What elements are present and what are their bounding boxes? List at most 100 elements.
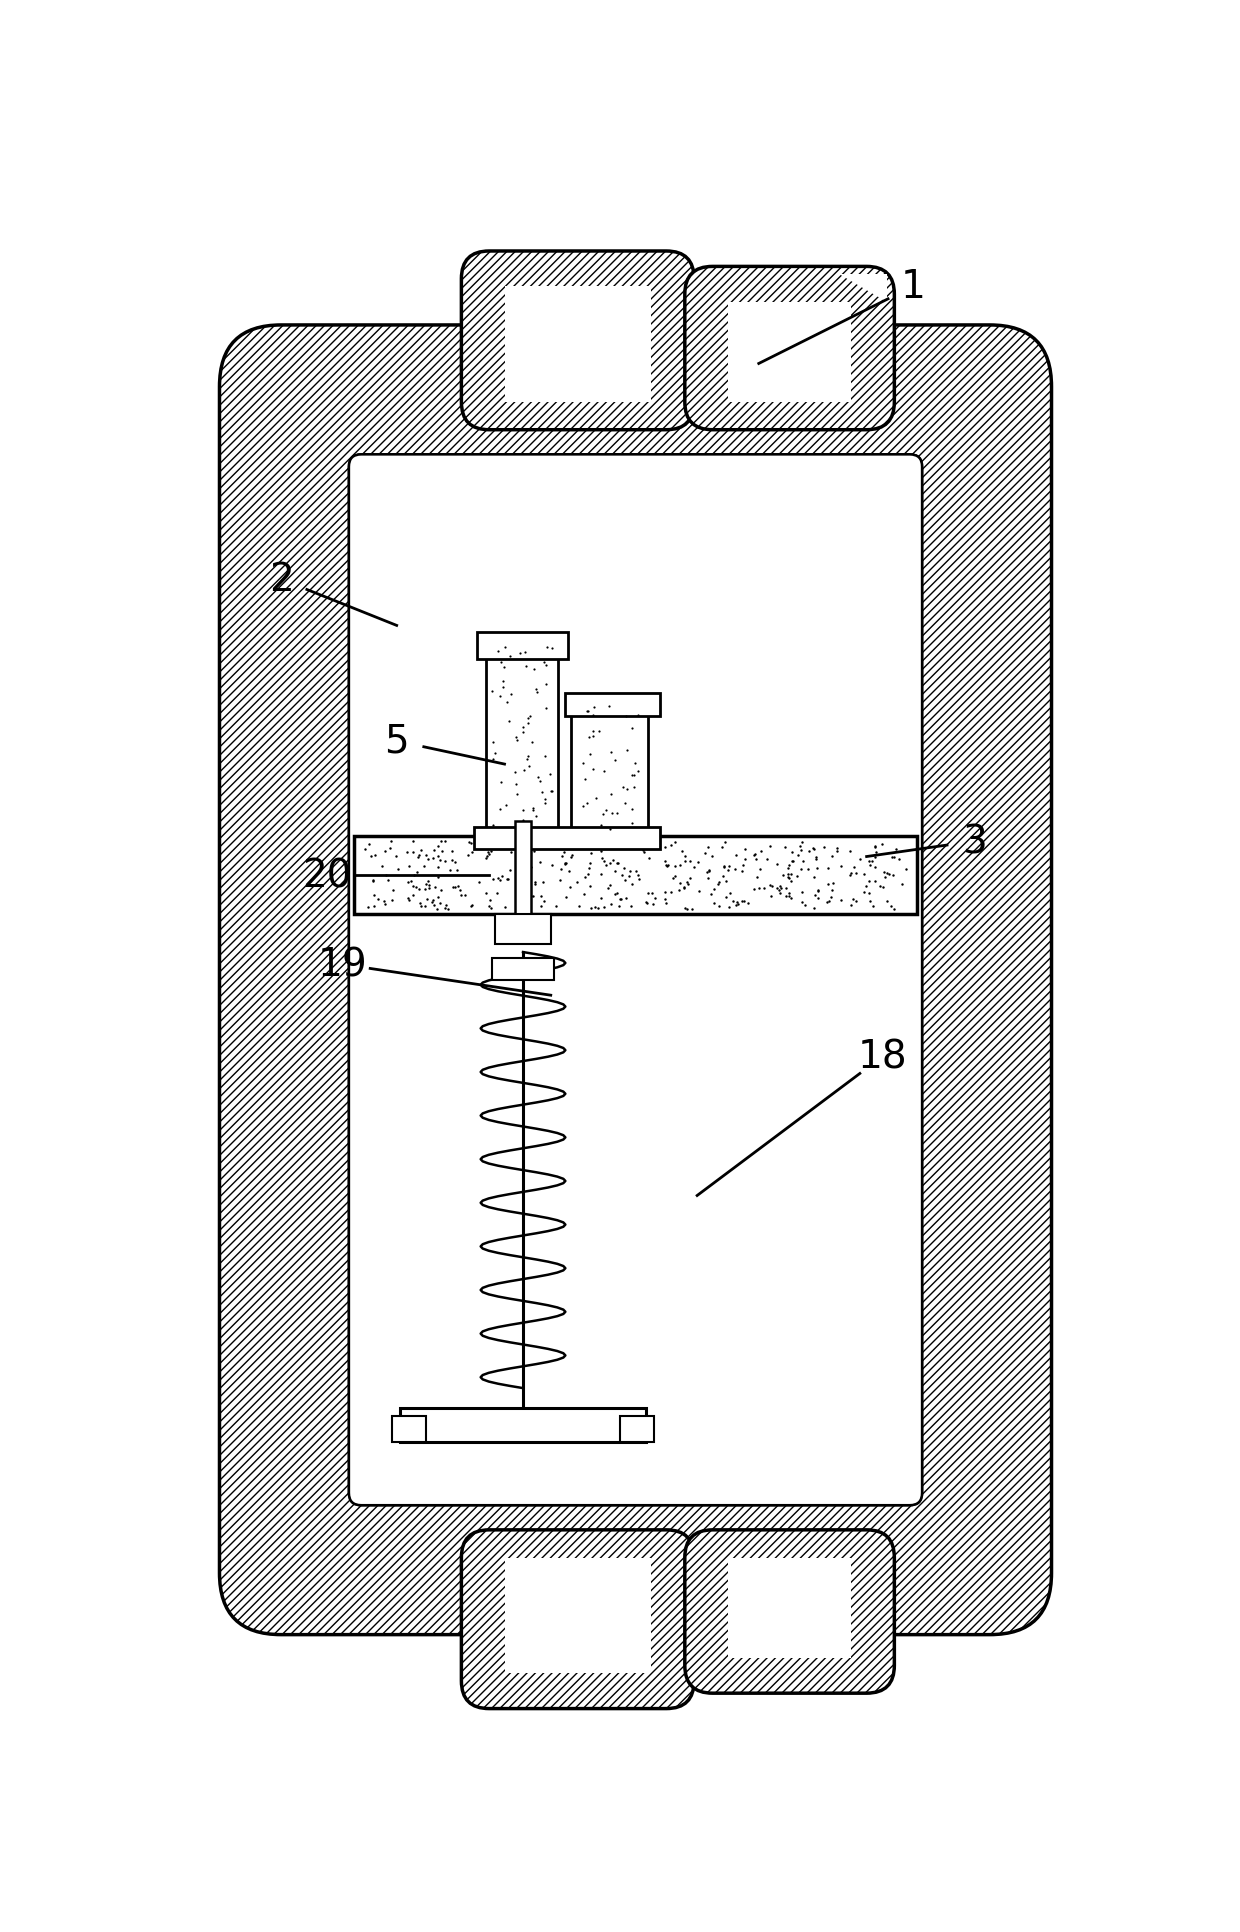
- Point: [512, 866, 532, 896]
- Point: [528, 763, 548, 794]
- Point: [627, 699, 647, 730]
- Point: [418, 866, 438, 896]
- Point: [720, 879, 740, 910]
- Point: [777, 862, 797, 893]
- Point: [615, 866, 635, 896]
- Point: [479, 891, 498, 922]
- Point: [419, 873, 439, 904]
- Point: [656, 885, 676, 916]
- Point: [435, 893, 455, 923]
- Point: [520, 701, 539, 732]
- Point: [665, 850, 684, 881]
- Point: [735, 844, 755, 875]
- Point: [477, 837, 497, 867]
- Point: [387, 840, 407, 871]
- Point: [599, 692, 619, 723]
- Point: [497, 864, 517, 895]
- Point: [629, 860, 649, 891]
- Point: [790, 831, 810, 862]
- Point: [675, 840, 694, 871]
- Point: [518, 703, 538, 734]
- Point: [496, 790, 516, 821]
- Point: [681, 864, 701, 895]
- Point: [823, 867, 843, 898]
- Point: [779, 858, 799, 889]
- Point: [624, 771, 644, 802]
- Bar: [505, 1557, 651, 1673]
- Point: [506, 723, 526, 753]
- Point: [738, 889, 758, 920]
- Point: [608, 877, 627, 908]
- Point: [622, 869, 642, 900]
- Point: [507, 724, 527, 755]
- Point: [875, 862, 895, 893]
- Point: [417, 869, 436, 900]
- Point: [598, 873, 618, 904]
- Point: [808, 883, 828, 914]
- Point: [773, 860, 792, 891]
- Text: 20: 20: [303, 856, 352, 895]
- Point: [552, 840, 572, 871]
- Point: [873, 873, 893, 904]
- Point: [529, 846, 549, 877]
- Point: [864, 833, 884, 864]
- Point: [409, 873, 429, 904]
- Point: [518, 709, 538, 740]
- Point: [663, 864, 683, 895]
- Point: [866, 837, 885, 867]
- Point: [655, 833, 675, 864]
- Point: [859, 850, 879, 881]
- Point: [697, 856, 717, 887]
- Point: [797, 854, 817, 885]
- Point: [580, 893, 600, 923]
- Point: [560, 873, 580, 904]
- Point: [704, 873, 724, 904]
- Point: [559, 856, 579, 887]
- Point: [843, 883, 863, 914]
- Bar: [728, 303, 851, 402]
- Point: [609, 891, 629, 922]
- Point: [554, 837, 574, 867]
- Point: [606, 798, 626, 829]
- Point: [699, 854, 719, 885]
- Point: [531, 881, 551, 912]
- Point: [428, 831, 448, 862]
- Point: [645, 883, 665, 914]
- Point: [621, 761, 641, 792]
- Point: [666, 862, 686, 893]
- Point: [492, 667, 512, 697]
- Point: [403, 871, 423, 902]
- Text: 19: 19: [317, 947, 367, 983]
- Point: [520, 891, 539, 922]
- Point: [484, 810, 503, 840]
- Text: 18: 18: [857, 1037, 906, 1076]
- Point: [536, 668, 556, 699]
- Point: [417, 883, 436, 914]
- Point: [841, 837, 861, 867]
- Point: [358, 829, 378, 860]
- Point: [428, 840, 448, 871]
- Text: 1: 1: [900, 269, 925, 307]
- Point: [864, 866, 884, 896]
- Point: [505, 757, 525, 788]
- Point: [672, 837, 692, 867]
- Point: [376, 860, 396, 891]
- Point: [734, 887, 754, 918]
- Point: [673, 873, 693, 904]
- Point: [361, 842, 381, 873]
- Point: [435, 827, 455, 858]
- Point: [644, 889, 663, 920]
- Point: [622, 808, 642, 838]
- Point: [665, 827, 684, 858]
- Point: [583, 701, 603, 732]
- Point: [877, 858, 897, 889]
- Point: [491, 647, 511, 678]
- Point: [428, 862, 448, 893]
- Point: [733, 887, 753, 918]
- Point: [423, 885, 443, 916]
- Point: [831, 850, 851, 881]
- Point: [689, 877, 709, 908]
- Point: [603, 827, 622, 858]
- Point: [563, 840, 583, 871]
- Point: [807, 854, 827, 885]
